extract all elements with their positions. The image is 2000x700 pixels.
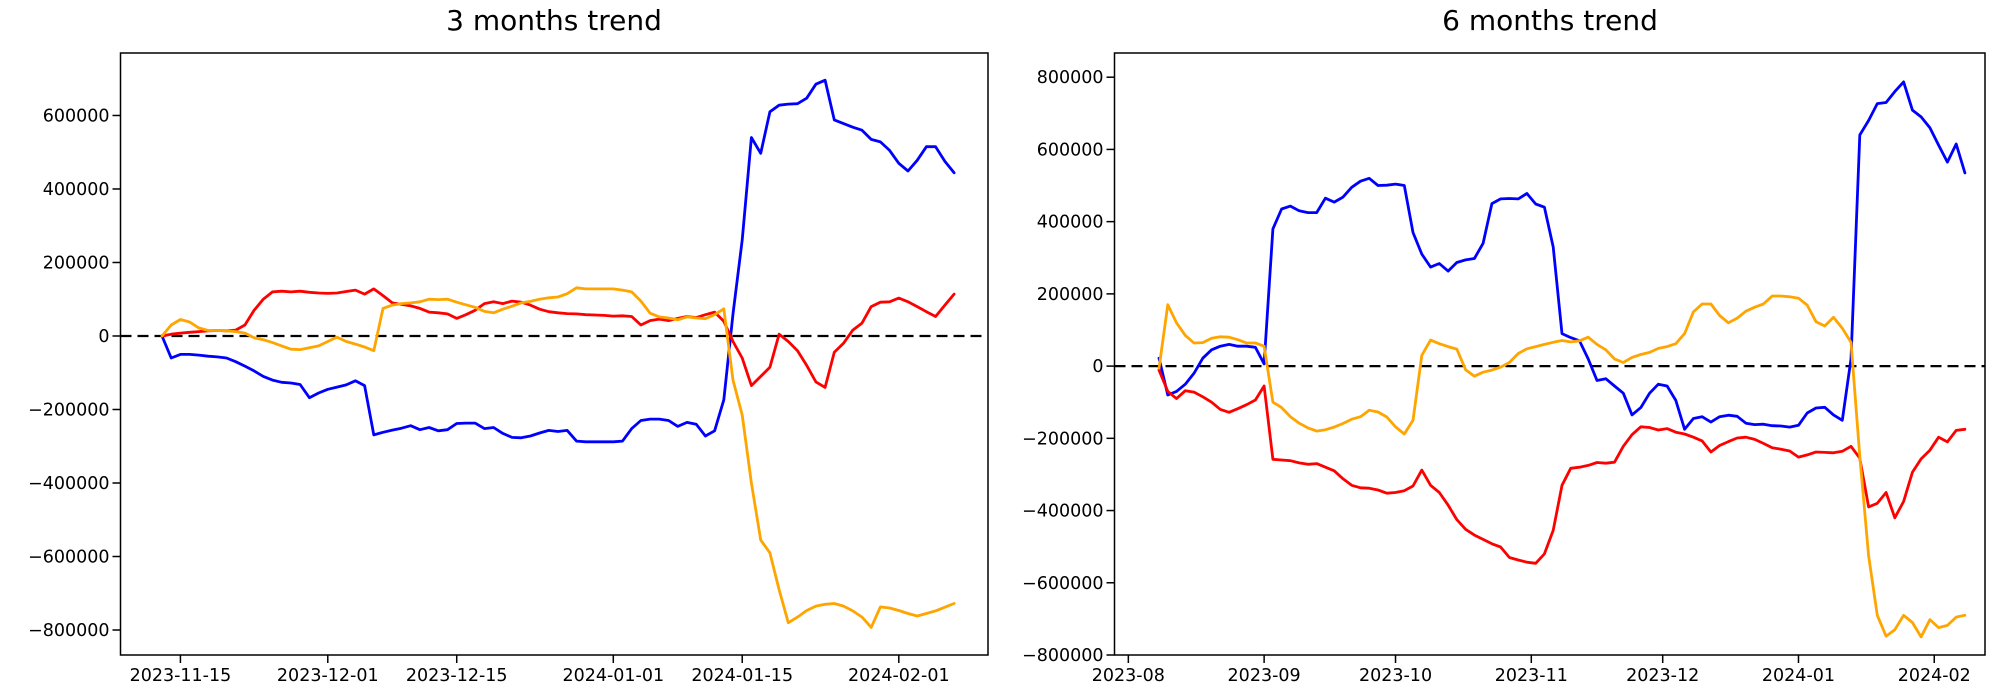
y-tick-label: 600000	[43, 106, 110, 126]
y-tick-label: −400000	[1022, 502, 1103, 522]
x-tick-label: 2023-12-15	[406, 666, 508, 686]
left-chart-title: 3 months trend	[446, 4, 662, 37]
y-tick-label: −800000	[1022, 646, 1103, 666]
x-tick-label: 2024-01	[1762, 666, 1835, 686]
y-tick-label: 0	[1092, 357, 1103, 377]
y-tick-label: 400000	[1037, 213, 1104, 233]
right-chart-title: 6 months trend	[1442, 4, 1658, 37]
y-tick-label: −600000	[1022, 574, 1103, 594]
line-series-red	[160, 287, 956, 389]
y-tick-label: −200000	[28, 400, 109, 420]
axes-spines	[1113, 52, 1986, 656]
y-tick-label: 0	[98, 327, 109, 347]
y-tick-label: 200000	[43, 253, 110, 273]
y-tick-label: −800000	[28, 621, 109, 641]
line-series-blue	[1157, 80, 1967, 431]
y-tick-label: 600000	[1037, 140, 1104, 160]
x-tick-label: 2024-02-01	[848, 666, 950, 686]
x-tick-label: 2024-01-15	[691, 666, 793, 686]
x-tick-label: 2023-08	[1092, 666, 1165, 686]
x-tick-label: 2023-09	[1228, 666, 1301, 686]
y-tick-label: 400000	[43, 180, 110, 200]
y-tick-label: −600000	[28, 548, 109, 568]
x-tick-label: 2023-10	[1359, 666, 1432, 686]
y-tick-label: −400000	[28, 474, 109, 494]
y-tick-label: 800000	[1037, 68, 1104, 88]
x-tick-label: 2024-01-01	[562, 666, 664, 686]
x-tick-label: 2023-12-01	[277, 666, 379, 686]
x-tick-label: 2023-11-15	[130, 666, 232, 686]
x-tick-label: 2023-11	[1495, 666, 1568, 686]
line-series-orange	[160, 286, 956, 629]
line-series-red	[1157, 368, 1967, 565]
line-series-blue	[160, 78, 956, 444]
x-tick-label: 2023-12	[1626, 666, 1699, 686]
line-series-orange	[1157, 294, 1967, 639]
x-tick-label: 2024-02	[1898, 666, 1971, 686]
y-tick-label: 200000	[1037, 285, 1104, 305]
y-tick-label: −200000	[1022, 429, 1103, 449]
axes-spines	[119, 52, 989, 656]
